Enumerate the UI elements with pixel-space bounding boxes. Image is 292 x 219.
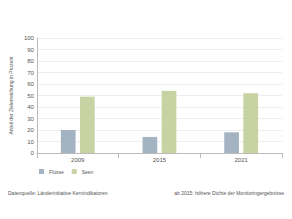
svg-text:Datenquelle: Länderinitiative: Datenquelle: Länderinitiative Kernindika…	[8, 190, 108, 196]
svg-text:80: 80	[27, 58, 34, 64]
svg-text:Anteil der Zielerreichung in P: Anteil der Zielerreichung in Prozent	[8, 56, 14, 135]
svg-text:50: 50	[27, 93, 34, 99]
svg-text:90: 90	[27, 47, 34, 53]
svg-text:2021: 2021	[234, 157, 248, 163]
svg-text:100: 100	[24, 35, 35, 41]
svg-text:ab 2015: höhere Dichte der Mon: ab 2015: höhere Dichte der Monitoringerg…	[174, 190, 284, 196]
svg-text:Flüsse: Flüsse	[49, 169, 64, 175]
svg-text:40: 40	[27, 104, 34, 110]
svg-text:30: 30	[27, 116, 34, 122]
svg-text:20: 20	[27, 127, 34, 133]
svg-text:2009: 2009	[71, 157, 85, 163]
svg-text:60: 60	[27, 81, 34, 87]
svg-text:Seen: Seen	[82, 169, 94, 175]
svg-text:0: 0	[31, 150, 35, 156]
svg-text:70: 70	[27, 70, 34, 76]
svg-text:10: 10	[27, 139, 34, 145]
svg-text:2015: 2015	[153, 157, 167, 163]
